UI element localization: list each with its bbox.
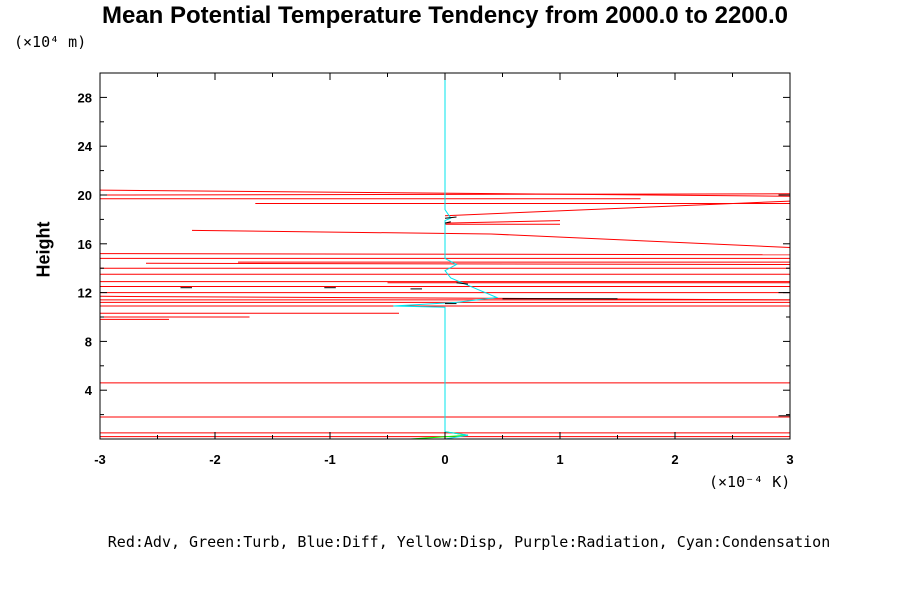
series-turb-line-0	[410, 409, 469, 440]
series-adv-line-11	[145, 262, 791, 265]
x-tick-label: 2	[671, 452, 678, 467]
series-adv-line-7	[191, 229, 492, 235]
y-axis-unit: (×10⁴ m)	[14, 33, 87, 51]
series-condensation-line-0	[393, 73, 499, 440]
x-tick-label: -1	[324, 452, 336, 467]
y-tick-label: 8	[85, 334, 92, 349]
series-adv-line-4	[444, 200, 791, 217]
series-black-line-1	[444, 221, 451, 224]
x-axis-unit: (×10⁻⁴ K)	[709, 473, 791, 491]
series-adv-line-5	[444, 220, 561, 224]
x-tick-label: -3	[94, 452, 106, 467]
series-adv-line-19	[99, 295, 791, 301]
series-black-line-5	[456, 282, 469, 285]
y-tick-label: 12	[78, 286, 92, 301]
y-tick-label: 20	[78, 188, 92, 203]
legend-text: Red:Adv, Green:Turb, Blue:Diff, Yellow:D…	[107, 533, 831, 551]
x-tick-label: -2	[209, 452, 221, 467]
y-tick-label: 16	[78, 237, 92, 252]
y-tick-label: 4	[85, 383, 93, 398]
x-tick-label: 3	[786, 452, 793, 467]
x-tick-label: 0	[441, 452, 448, 467]
chart-title: Mean Potential Temperature Tendency from…	[101, 2, 788, 29]
series-adv-line-8	[490, 233, 791, 248]
series-black-line-0	[444, 216, 457, 219]
x-tick-label: 1	[556, 452, 563, 467]
y-tick-label: 24	[78, 139, 93, 154]
y-tick-label: 28	[78, 90, 92, 105]
